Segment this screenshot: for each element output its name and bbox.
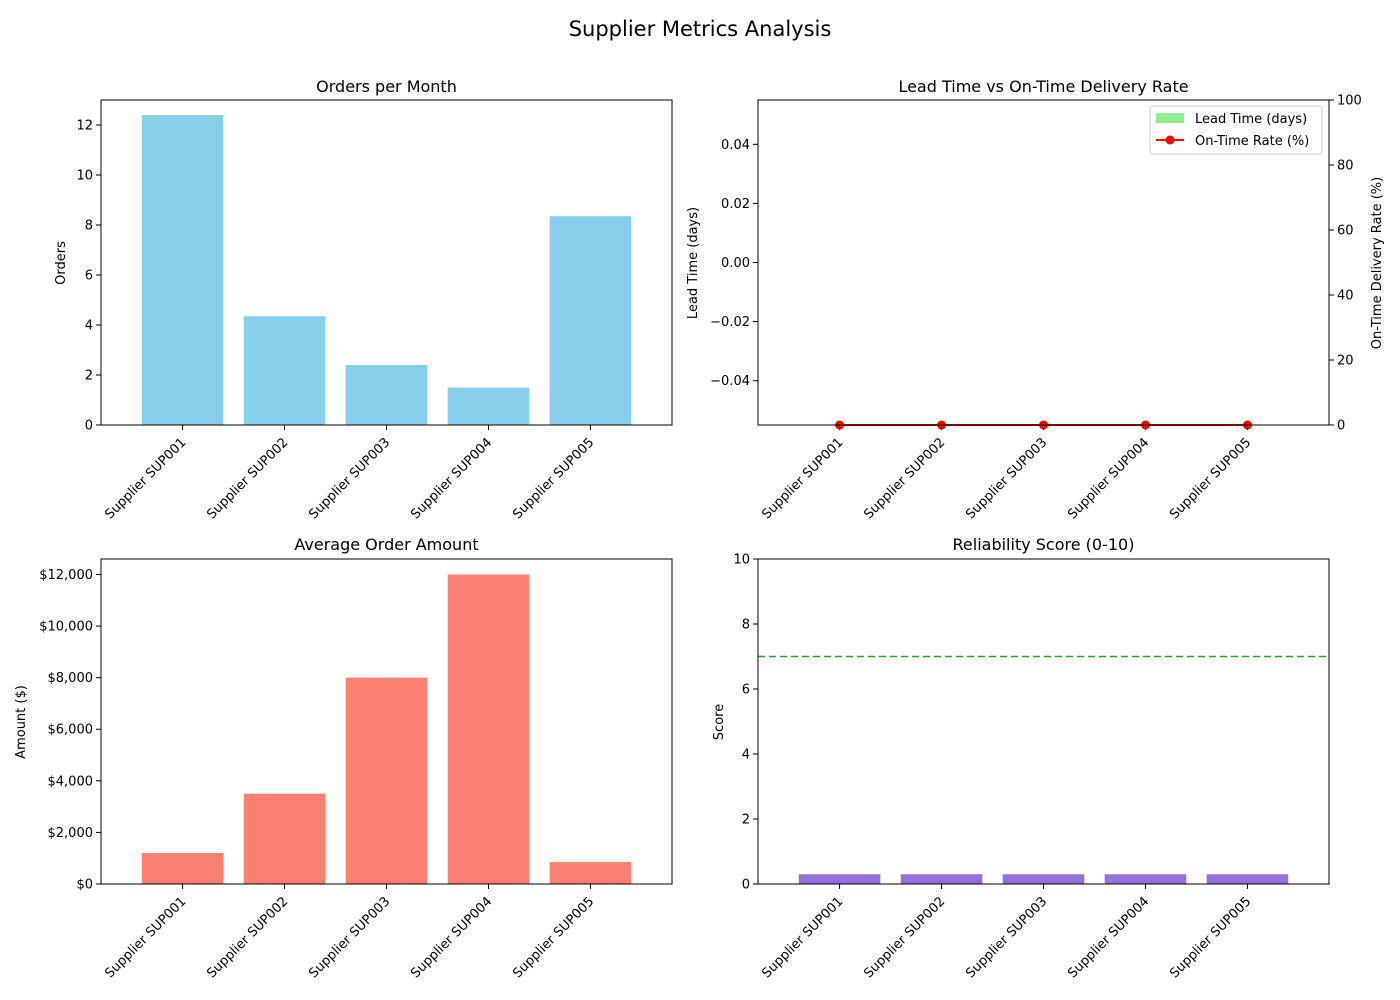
y-tick-label: 0: [742, 878, 750, 893]
bar: [549, 862, 632, 884]
figure-title: Supplier Metrics Analysis: [569, 17, 832, 41]
legend-on-time-marker: [1165, 135, 1175, 145]
y-tick-label: −0.02: [710, 315, 750, 330]
bar: [447, 387, 530, 425]
bar: [345, 677, 428, 884]
legend-lead-time-swatch: [1156, 113, 1184, 123]
y-tick-label: 0.00: [721, 256, 750, 271]
orders-chart-title: Orders per Month: [316, 77, 457, 96]
bar: [447, 574, 530, 884]
bar: [798, 874, 881, 884]
y2-tick-label: 0: [1337, 419, 1345, 434]
orders-y-ticks: 0 2 4 6 8 10 12: [76, 119, 101, 434]
amount-y-axis-label: Amount ($): [14, 685, 29, 759]
y-tick-label: 12: [76, 119, 93, 134]
on-time-y2-axis-label: On-Time Delivery Rate (%): [1370, 177, 1385, 349]
y-tick-label: $10,000: [39, 620, 93, 635]
y-tick-label: 8: [85, 219, 93, 234]
y-tick-label: $2,000: [48, 826, 94, 841]
legend: Lead Time (days) On-Time Rate (%): [1149, 105, 1323, 155]
amount-y-ticks: $0 $2,000 $4,000 $6,000 $8,000 $10,000 $12,000: [39, 568, 101, 893]
legend-lead-time-label: Lead Time (days): [1195, 112, 1307, 127]
y-tick-label: 6: [85, 269, 93, 284]
y2-tick-label: 100: [1337, 94, 1362, 109]
on-time-y2-ticks: 0 20 40 60 80 100: [1329, 94, 1362, 434]
y-tick-label: −0.04: [710, 374, 750, 389]
bar: [243, 316, 326, 425]
bar: [900, 874, 983, 884]
amount-chart-title: Average Order Amount: [294, 535, 478, 554]
y-tick-label: 4: [85, 319, 93, 334]
y-tick-label: 0.02: [721, 197, 750, 212]
y2-tick-label: 60: [1337, 224, 1354, 239]
y-tick-label: 2: [742, 813, 750, 828]
bar: [141, 853, 224, 884]
orders-bars: [141, 115, 632, 425]
y-tick-label: 0: [85, 419, 93, 434]
reliability-bars: [798, 874, 1289, 884]
reliability-y-ticks: 0 2 4 6 8 10: [733, 553, 758, 893]
bar: [243, 793, 326, 884]
orders-y-axis-label: Orders: [54, 241, 69, 285]
y-tick-label: 8: [742, 618, 750, 633]
lead-time-y-ticks: −0.04 −0.02 0.00 0.02 0.04: [710, 138, 758, 389]
bar: [1002, 874, 1085, 884]
y2-tick-label: 80: [1337, 159, 1354, 174]
legend-on-time-label: On-Time Rate (%): [1195, 134, 1309, 149]
y-tick-label: $0: [76, 878, 93, 893]
y-tick-label: $6,000: [48, 723, 94, 738]
bar: [1104, 874, 1187, 884]
lead-time-chart-title: Lead Time vs On-Time Delivery Rate: [898, 77, 1188, 96]
bar: [141, 115, 224, 425]
y-tick-label: 10: [76, 169, 93, 184]
legend-box: [1149, 105, 1323, 155]
amount-bars: [141, 574, 632, 884]
y-tick-label: 10: [733, 553, 750, 568]
bar: [1206, 874, 1289, 884]
y-tick-label: 6: [742, 683, 750, 698]
y-tick-label: $4,000: [48, 774, 94, 789]
y-tick-label: 2: [85, 369, 93, 384]
y-tick-label: 4: [742, 748, 750, 763]
lead-time-y-axis-label: Lead Time (days): [686, 207, 701, 319]
bar: [549, 216, 632, 425]
y2-tick-label: 40: [1337, 289, 1354, 304]
y-tick-label: $12,000: [39, 568, 93, 583]
y-tick-label: $8,000: [48, 671, 94, 686]
y-tick-label: 0.04: [721, 138, 750, 153]
bar: [345, 365, 428, 425]
reliability-chart-title: Reliability Score (0-10): [953, 535, 1135, 554]
y2-tick-label: 20: [1337, 354, 1354, 369]
reliability-y-axis-label: Score: [712, 704, 727, 740]
